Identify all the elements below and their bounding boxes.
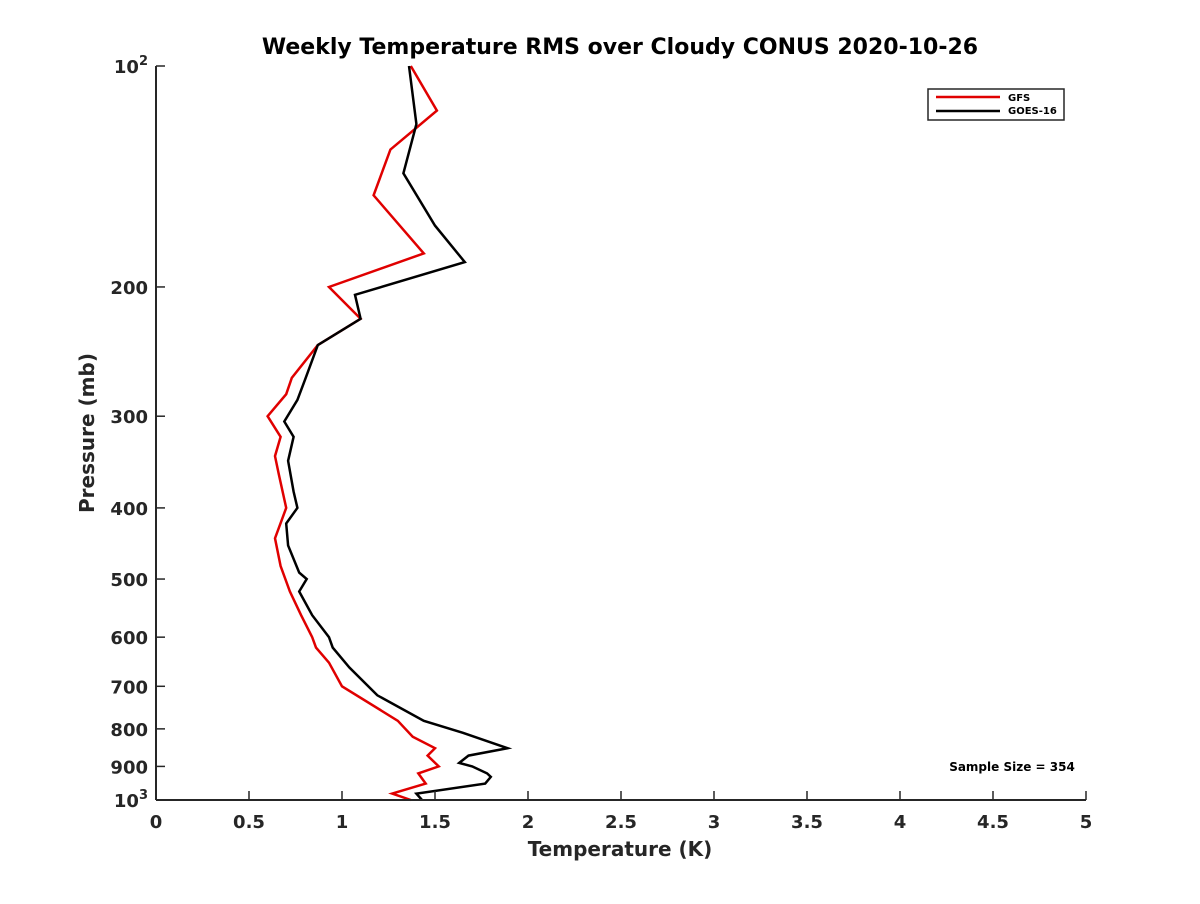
- y-tick-label: 600: [110, 628, 148, 649]
- axes-layer: [155, 66, 1086, 801]
- series-line-goes16: [282, 65, 513, 801]
- series-layer: [266, 65, 513, 802]
- x-tick-label: 4.5: [977, 812, 1009, 833]
- y-tick-label: 900: [110, 757, 148, 778]
- x-tick-label: 2: [522, 812, 535, 833]
- x-tick-label: 1.5: [419, 812, 451, 833]
- y-axis-label: Pressure (mb): [75, 353, 99, 513]
- x-tick-label: 3.5: [791, 812, 823, 833]
- y-tick-label: 700: [110, 677, 148, 698]
- x-ticks: 0 0.5 1 1.5 2 2.5 3 3.5 4 4.5 5: [150, 791, 1093, 833]
- x-tick-label: 2.5: [605, 812, 637, 833]
- y-tick-label: 500: [110, 570, 148, 591]
- y-tick-label: 200: [110, 278, 148, 299]
- x-tick-label: 3: [708, 812, 721, 833]
- x-axis-label: Temperature (K): [528, 837, 713, 861]
- x-tick-label: 5: [1080, 812, 1093, 833]
- x-tick-label: 4: [894, 812, 907, 833]
- x-tick-label: 0.5: [233, 812, 265, 833]
- y-tick-label: 300: [110, 407, 148, 428]
- x-tick-label: 0: [150, 812, 163, 833]
- y-tick-label: 800: [110, 720, 148, 741]
- series-line-gfs: [266, 65, 442, 802]
- chart-title: Weekly Temperature RMS over Cloudy CONUS…: [262, 35, 978, 60]
- y-ticks: 102 200 300 400 500 600 700 800 900 103: [110, 54, 165, 812]
- x-tick-label: 1: [336, 812, 349, 833]
- y-tick-label: 400: [110, 499, 148, 520]
- sample-size-annotation: Sample Size = 354: [949, 760, 1075, 774]
- legend-label-gfs: GFS: [1008, 93, 1030, 104]
- y-tick-label: 102: [114, 54, 148, 78]
- y-tick-label: 103: [114, 788, 148, 812]
- legend-box: [927, 88, 1065, 121]
- legend-label-goes16: GOES-16: [1008, 106, 1057, 117]
- legend: GFS GOES-16: [927, 88, 1065, 121]
